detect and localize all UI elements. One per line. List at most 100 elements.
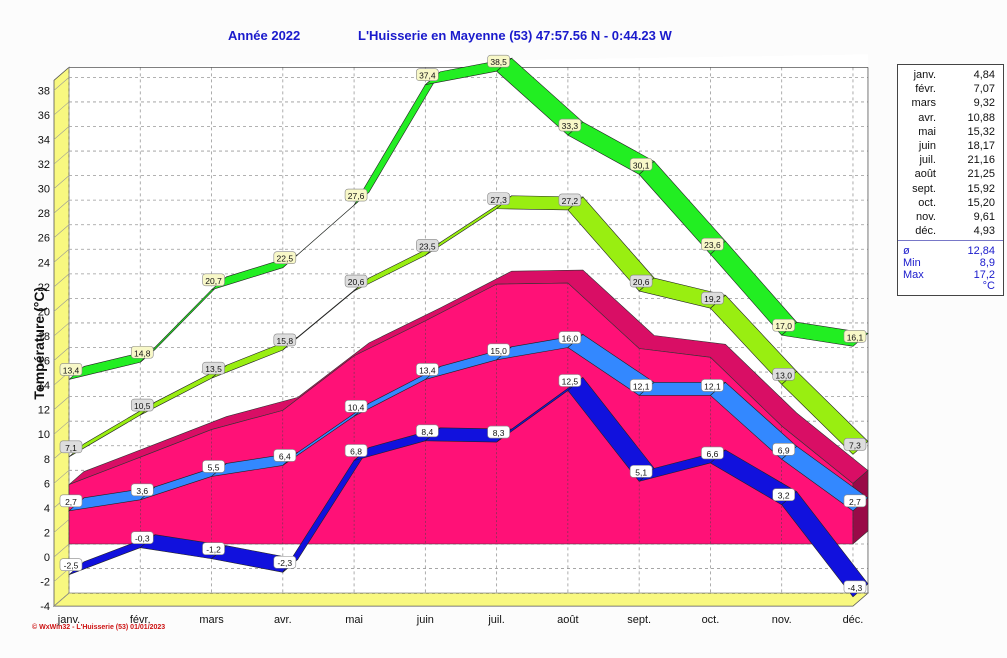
legend-separator: [898, 240, 1003, 241]
y-tick-label: 12: [38, 405, 50, 417]
legend-month-name: mars: [911, 97, 936, 110]
x-tick-label: sept.: [627, 614, 651, 626]
data-label-box: [59, 494, 83, 508]
data-label: 3,2: [778, 491, 790, 501]
data-label: 13,4: [63, 365, 80, 375]
grid-wall-tick: [53, 150, 70, 165]
legend-month-value: 15,32: [967, 125, 995, 138]
data-label-box: [130, 483, 154, 497]
grid-wall-tick: [53, 519, 70, 533]
data-label-box: [344, 399, 368, 413]
chart-station-title: L'Huisserie en Mayenne (53) 47:57.56 N -…: [358, 28, 672, 43]
legend-stat-value: 8,9: [979, 257, 995, 269]
x-tick-label: mai: [345, 614, 363, 626]
data-label: 38,5: [490, 57, 507, 67]
legend-stat-row: Max 17,2: [898, 269, 1003, 283]
x-tick-label: mars: [199, 614, 224, 626]
data-label: 15,0: [490, 346, 507, 356]
y-tick-label: 16: [38, 356, 50, 368]
mean-min-labels: 2,7 3,6 5,5 6,4 10,4 13,4 15,0 16,0 12,1 12,1 6,9 2…: [59, 331, 867, 508]
x-tick-label: juil.: [487, 614, 505, 626]
x-tick-label: déc.: [843, 614, 864, 626]
data-label: 20,7: [205, 276, 222, 286]
legend-month-name: avr.: [918, 111, 936, 124]
data-label: 10,4: [348, 402, 365, 412]
grid-wall-tick: [53, 543, 70, 558]
data-label-box: [701, 291, 724, 305]
legend-month-value: 4,93: [973, 225, 995, 238]
footer-credit: © WxWin32 - L'Huisserie (53) 01/01/2023: [32, 624, 166, 631]
legend-row: janv. 4,84: [898, 69, 1003, 83]
y-tick-label: -4: [40, 601, 50, 613]
data-label: 5,5: [208, 462, 220, 472]
legend-month-name: juin: [918, 140, 936, 152]
legend-month-value: 9,61: [973, 211, 995, 223]
y-tick-label: 8: [44, 454, 50, 466]
legend-row: mai 15,32: [898, 126, 1003, 140]
legend-unit: °C: [982, 280, 995, 292]
data-label: -1,2: [206, 545, 221, 555]
data-label: 23,5: [419, 241, 436, 251]
y-tick-label: 0: [44, 552, 50, 564]
data-label-box: [701, 379, 724, 392]
data-label-box: [629, 379, 653, 392]
y-tick-label: 26: [38, 233, 50, 245]
legend-month-value: 15,92: [967, 182, 995, 195]
data-label: 12,1: [633, 381, 650, 391]
plot-floor: [52, 592, 870, 607]
data-label-box: [558, 193, 582, 207]
data-label-box: [629, 158, 653, 171]
data-label-box: [772, 318, 796, 332]
legend-row: mars 9,32: [898, 97, 1003, 111]
grid-wall-tick: [53, 249, 70, 263]
data-label: 7,1: [65, 443, 77, 453]
legend-row: déc. 4,93: [898, 225, 1003, 239]
legend-month-name: août: [914, 168, 936, 181]
data-label-box: [130, 345, 154, 359]
data-label-box: [273, 555, 297, 569]
data-label: 6,4: [279, 451, 291, 461]
data-label: 33,3: [562, 121, 579, 131]
legend-month-value: 21,16: [967, 154, 995, 167]
data-label-box: [273, 333, 297, 347]
grid-wall-tick: [53, 224, 70, 238]
legend-month-value: 4,84: [973, 69, 995, 81]
x-tick-label: oct.: [702, 614, 720, 626]
data-label: 7,3: [849, 440, 861, 450]
legend-month-name: juil.: [919, 154, 936, 167]
data-label-box: [843, 329, 867, 343]
legend-month-value: 21,25: [967, 168, 995, 181]
y-tick-label: -2: [40, 577, 50, 589]
data-label-box: [130, 398, 154, 412]
data-label-box: [843, 438, 867, 451]
y-tick-label: 24: [38, 257, 50, 269]
legend-month-value: 15,20: [967, 196, 995, 209]
legend-row: juin 18,17: [898, 140, 1003, 154]
data-label-box: [487, 54, 510, 68]
y-tick-label: 18: [38, 331, 50, 343]
legend-month-name: févr.: [915, 83, 936, 96]
series-mean-area: [68, 269, 869, 545]
grid-wall-tick: [53, 298, 70, 312]
data-label: 13,0: [775, 370, 792, 380]
data-label-box: [843, 494, 867, 508]
y-tick-label: 28: [38, 208, 50, 220]
mean-max-labels: 7,1 10,5 13,5 15,8 20,6 23,5 27,3 27,2 20,6 19,2 1…: [59, 192, 867, 454]
data-label-box: [202, 361, 225, 375]
y-tick-label: 20: [38, 306, 50, 318]
y-tick-label: 22: [38, 282, 50, 294]
legend-stat-name: ø: [903, 245, 910, 257]
absolute-max-labels: 13,4 14,8 20,7 22,5 27,6 37,4 38,5 33,3 30,1 23,6…: [59, 54, 867, 376]
x-tick-label: févr.: [130, 614, 151, 626]
legend-row: nov. 9,61: [898, 211, 1003, 225]
grid-wall-tick: [53, 126, 70, 140]
grid-wall-tick: [53, 396, 70, 410]
data-label: 16,0: [562, 334, 579, 344]
data-label-box: [701, 237, 724, 251]
legend-row: oct. 15,20: [898, 197, 1003, 211]
y-tick-label: 4: [44, 503, 50, 515]
y-tick-label: 2: [44, 527, 50, 539]
y-tick-label: 34: [38, 134, 50, 146]
y-axis-label: Température (°C): [31, 287, 47, 400]
data-label: 16,1: [847, 332, 864, 342]
